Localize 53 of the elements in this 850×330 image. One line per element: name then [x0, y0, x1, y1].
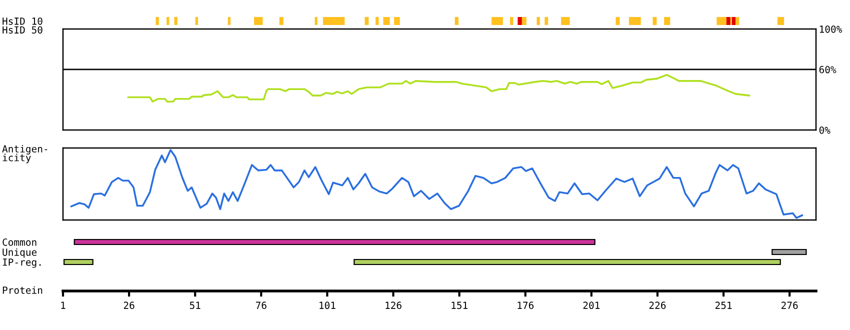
- bar: [536, 17, 540, 25]
- bar: [279, 17, 284, 25]
- y-axis-title: Antigen- icity: [2, 145, 48, 164]
- bar: [736, 17, 740, 25]
- y-tick-label: HsID 10: [2, 18, 42, 25]
- bar: [652, 17, 657, 25]
- line-series: [127, 74, 750, 103]
- x-tick-label: 51: [190, 302, 200, 309]
- bar: [492, 17, 503, 25]
- x-tick-label: 226: [649, 302, 666, 309]
- bar: [772, 248, 807, 256]
- bar: [166, 17, 170, 25]
- y-tick-label: IP-reg.: [2, 258, 41, 268]
- x-tick-label: 251: [715, 302, 732, 309]
- bar: [777, 17, 784, 25]
- y-tick-label: 0%: [819, 126, 830, 134]
- x-axis-title: Protein: [2, 286, 42, 294]
- x-tick-label: 126: [386, 302, 402, 309]
- y-tick-label: 60%: [819, 66, 836, 74]
- x-tick-label: 176: [518, 302, 534, 309]
- y-tick-label: Common: [2, 238, 36, 246]
- x-tick-label: 201: [583, 302, 600, 309]
- bar: [376, 17, 379, 25]
- bar: [561, 17, 570, 25]
- bar: [616, 17, 620, 25]
- bar: [74, 238, 596, 246]
- x-tick-label: 76: [256, 302, 266, 309]
- bar: [314, 17, 318, 25]
- bar: [156, 17, 159, 25]
- bar: [364, 17, 369, 25]
- bar: [522, 17, 526, 25]
- bar: [383, 17, 390, 25]
- bar: [254, 17, 263, 25]
- y-axis-title: HsID 50: [2, 26, 42, 34]
- bar: [544, 17, 548, 25]
- bar: [394, 17, 400, 25]
- bar: [195, 17, 198, 25]
- bar: [664, 17, 670, 25]
- x-tick-label: 1: [61, 302, 66, 309]
- bar: [322, 17, 345, 25]
- x-tick-label: 26: [124, 302, 134, 309]
- bar: [510, 17, 514, 25]
- y-tick-label: 100%: [820, 26, 842, 33]
- x-tick-label: 151: [452, 302, 468, 309]
- bar: [228, 17, 231, 25]
- bar: [174, 17, 178, 25]
- bar: [628, 17, 641, 25]
- bar: [454, 17, 459, 25]
- bar: [716, 17, 726, 25]
- bar: [518, 17, 522, 25]
- x-tick-label: 101: [320, 302, 336, 309]
- x-tick-label: 276: [782, 302, 798, 309]
- y-tick-label: Unique: [2, 248, 37, 258]
